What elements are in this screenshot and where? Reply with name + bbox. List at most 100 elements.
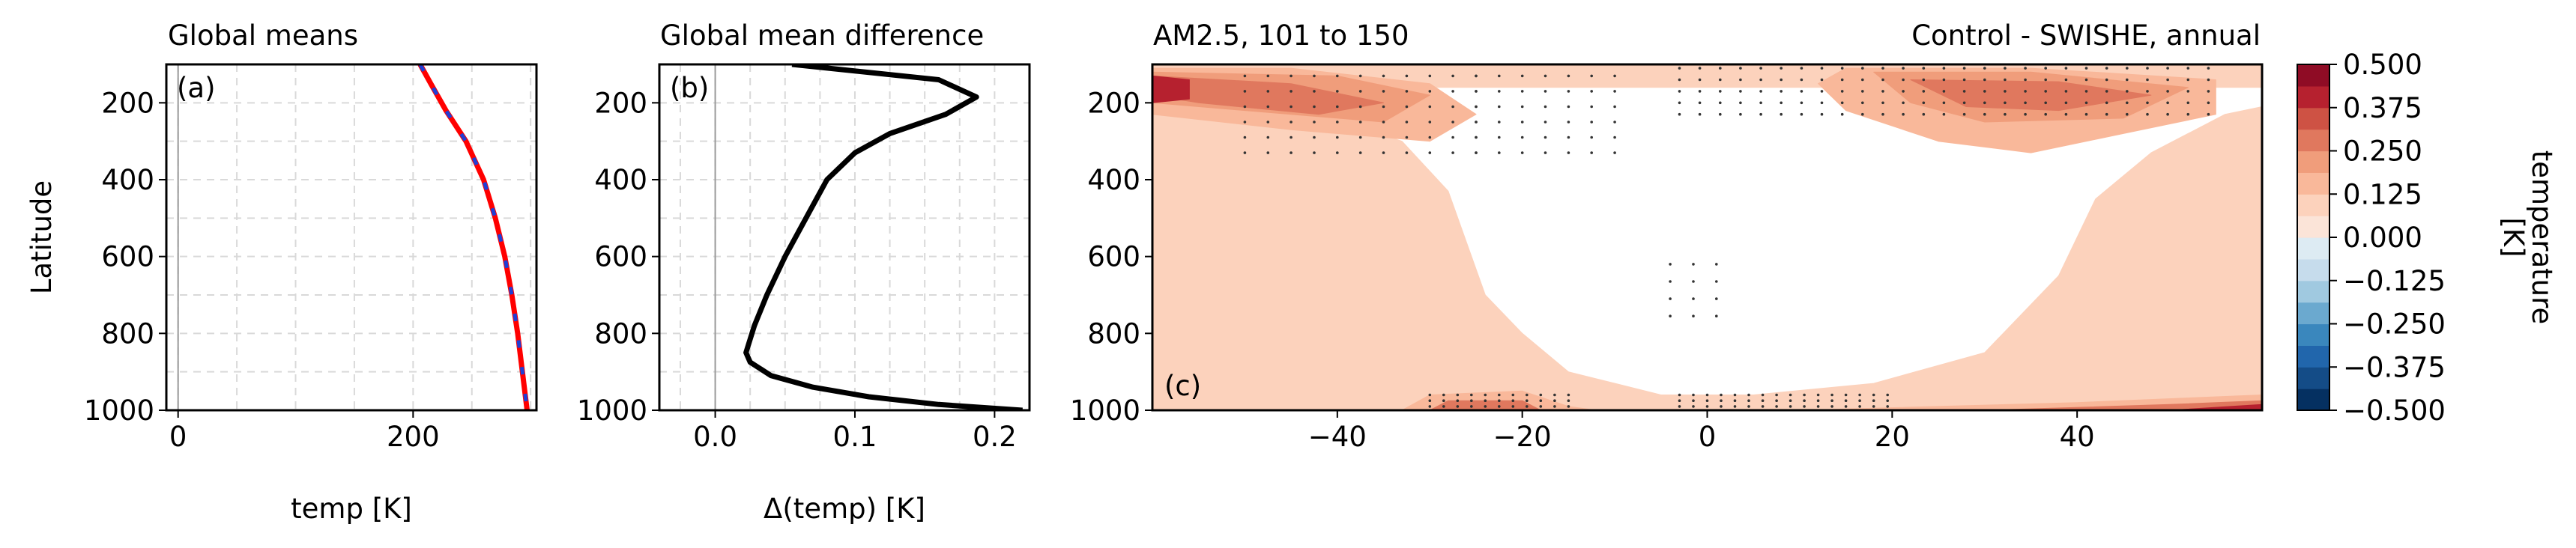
panel-c-stipple-dot-2-8 (1840, 67, 1844, 70)
panel-c-stipple-dot-2-90 (1861, 101, 1864, 105)
panel-c-stipple-dot-0-37 (1336, 121, 1339, 124)
panel-c-stipple-dot-1-35 (1475, 151, 1478, 154)
panel-c-stipple-dot-1-36 (1498, 151, 1501, 154)
panel-c-stipple-dot-2-26 (2207, 67, 2210, 70)
panel-c-stipple-dot-1-13 (1613, 90, 1616, 93)
colorbar-swatch-9 (2297, 194, 2329, 216)
panel-c-stipple-dot-2-106 (2186, 101, 2190, 105)
panel-c-stipple-dot-1-12 (1590, 90, 1593, 93)
colorbar-swatch-15 (2297, 64, 2329, 87)
colorbar-swatch-5 (2297, 280, 2329, 303)
panel-c-stipple-dot-5-8 (1789, 393, 1792, 397)
panel-c-stipple-dot-4-25 (1470, 405, 1473, 408)
colorbar-swatches (2297, 64, 2329, 411)
panel-a-grid (166, 64, 536, 410)
panel-b-xticks: 0.0 0.1 0.2 (693, 410, 1017, 453)
panel-c-stipple-dot-0-3 (1313, 74, 1316, 78)
panel-c-stipple-dot-2-128 (2084, 112, 2088, 116)
panel-c-stipple-dot-2-52 (2186, 78, 2190, 82)
panel-c-stipple-dot-2-0 (1678, 67, 1681, 70)
panel-c-xtick-label-1: −20 (1493, 421, 1552, 453)
panel-c-ytick-label-4: 1000 (1070, 395, 1140, 427)
panel-b-series-0 (743, 64, 1023, 410)
panel-c-stipple-dot-3-10 (1692, 314, 1695, 318)
panel-c-stipple-dot-2-91 (1881, 101, 1884, 105)
panel-c-stipple-dot-5-19 (1720, 399, 1723, 402)
panel-c-stipple-dot-2-122 (1962, 112, 1966, 116)
panel-c-xtick-label-0: −40 (1308, 421, 1367, 453)
panel-c-stipple-dot-2-56 (1719, 90, 1722, 93)
panel-a-label: (a) (177, 72, 216, 104)
panel-c-stipple-dot-2-120 (1922, 112, 1926, 116)
panel-c-stipple-dot-1-38 (1544, 151, 1547, 154)
panel-c-stipple-dot-0-44 (1243, 136, 1247, 139)
panel-c-stipple-dot-4-24 (1456, 405, 1460, 408)
panel-c-stipple-dot-5-30 (1872, 399, 1875, 402)
panel-c-stipple-dot-2-5 (1780, 67, 1783, 70)
colorbar-swatch-4 (2297, 302, 2329, 325)
panel-c-stipple-dot-2-93 (1922, 101, 1926, 105)
panel-c-stipple-dot-2-3 (1739, 67, 1742, 70)
panel-c-stipple-dot-1-11 (1567, 90, 1570, 93)
panel-c-stipple-dot-5-6 (1761, 393, 1765, 397)
panel-c-xtick-label-4: 40 (2060, 421, 2095, 453)
panel-c-stipple-dot-4-26 (1484, 405, 1487, 408)
panel-c-ytick-label-2: 600 (1087, 241, 1140, 273)
panel-c-stipple-dot-1-15 (1498, 105, 1501, 109)
panel-c-stipple-dot-1-23 (1520, 121, 1524, 124)
panel-c-ytick-label-0: 200 (1087, 87, 1140, 119)
panel-c-stipple-dot-2-83 (1719, 101, 1722, 105)
panel-c-stipple-dot-0-30 (1428, 105, 1432, 109)
panel-c-stipple-dot-4-2 (1456, 393, 1460, 397)
panel-c-stipple-dot-2-48 (2105, 78, 2108, 82)
panel-a-ytick-label-2: 600 (101, 241, 154, 273)
panel-c-stipple-dot-0-34 (1266, 121, 1270, 124)
panel-c-stipple-dot-2-114 (1800, 112, 1803, 116)
panel-c-stipple-dot-2-118 (1881, 112, 1884, 116)
panel-c-xtick-label-3: 20 (1875, 421, 1910, 453)
panel-c-stipple-dot-3-7 (1692, 297, 1695, 300)
panel-c-stipple-dot-0-5 (1358, 74, 1362, 78)
panel-c-stipple-dot-5-41 (1803, 405, 1806, 408)
panel-c-stipple-dot-5-29 (1858, 399, 1861, 402)
colorbar-ticks: 0.500 0.375 0.250 0.125 0.000 −0.125 −0.250 −0.… (2329, 49, 2446, 427)
panel-c-stipple-dot-4-3 (1470, 393, 1473, 397)
panel-c-stipple-dot-2-107 (2207, 101, 2210, 105)
panel-c-stipple-dot-5-3 (1720, 393, 1723, 397)
panel-c-stipple-dot-1-21 (1475, 121, 1478, 124)
panel-b: Global mean difference 2004006008001000 … (577, 19, 1031, 525)
panel-c-stipple-dot-3-11 (1715, 314, 1718, 318)
panel-c-yticks: 200 400 600 800 1000 (1070, 87, 1152, 427)
panel-c-stipple-dot-0-18 (1405, 90, 1409, 93)
panel-c-stipple-dot-5-22 (1761, 399, 1765, 402)
colorbar-swatch-11 (2297, 150, 2329, 173)
panel-c-stipple-dot-5-2 (1705, 393, 1709, 397)
panel-c-stipple-dot-0-4 (1336, 74, 1339, 78)
panel-c-stipple-dot-2-23 (2146, 67, 2149, 70)
panel-c-stipple-dot-1-37 (1520, 151, 1524, 154)
panel-c-stipple-dot-2-98 (2024, 101, 2027, 105)
panel-a-yticks: 200 400 600 800 1000 (84, 87, 166, 427)
panel-c-stipple-dot-5-23 (1775, 399, 1778, 402)
colorbar-swatch-3 (2297, 323, 2329, 346)
panel-c-stipple-dot-2-46 (2064, 78, 2068, 82)
panel-c-stipple-dot-0-51 (1405, 136, 1409, 139)
panel-c-stipple-dot-4-30 (1539, 405, 1543, 408)
panel-c-stipple-dot-2-20 (2084, 67, 2088, 70)
panel-c-stipple-dot-2-95 (1962, 101, 1966, 105)
panel-c-stipple-dot-1-3 (1544, 74, 1547, 78)
panel-c-stipple-dot-2-34 (1820, 78, 1824, 82)
panel-c-stipple-dot-2-11 (1902, 67, 1905, 70)
panel-c-stipple-dot-0-59 (1336, 151, 1339, 154)
panel-b-xlabel: Δ(temp) [K] (764, 493, 925, 525)
panel-a-ytick-label-0: 200 (101, 87, 154, 119)
panel-c-stipple-dot-0-23 (1266, 105, 1270, 109)
panel-c-stipple-dot-2-72 (2044, 90, 2047, 93)
panel-c-stipple-dot-0-11 (1243, 90, 1247, 93)
panel-c-stipple-dot-5-20 (1733, 399, 1737, 402)
panel-c-stipple-dot-4-9 (1553, 393, 1556, 397)
panel-c-stipple-dot-3-5 (1715, 280, 1718, 283)
panel-c-stipple-dot-5-12 (1844, 393, 1848, 397)
panel-a-xticks: 0 200 (169, 410, 440, 453)
panel-c-stipple-dot-0-42 (1451, 121, 1454, 124)
